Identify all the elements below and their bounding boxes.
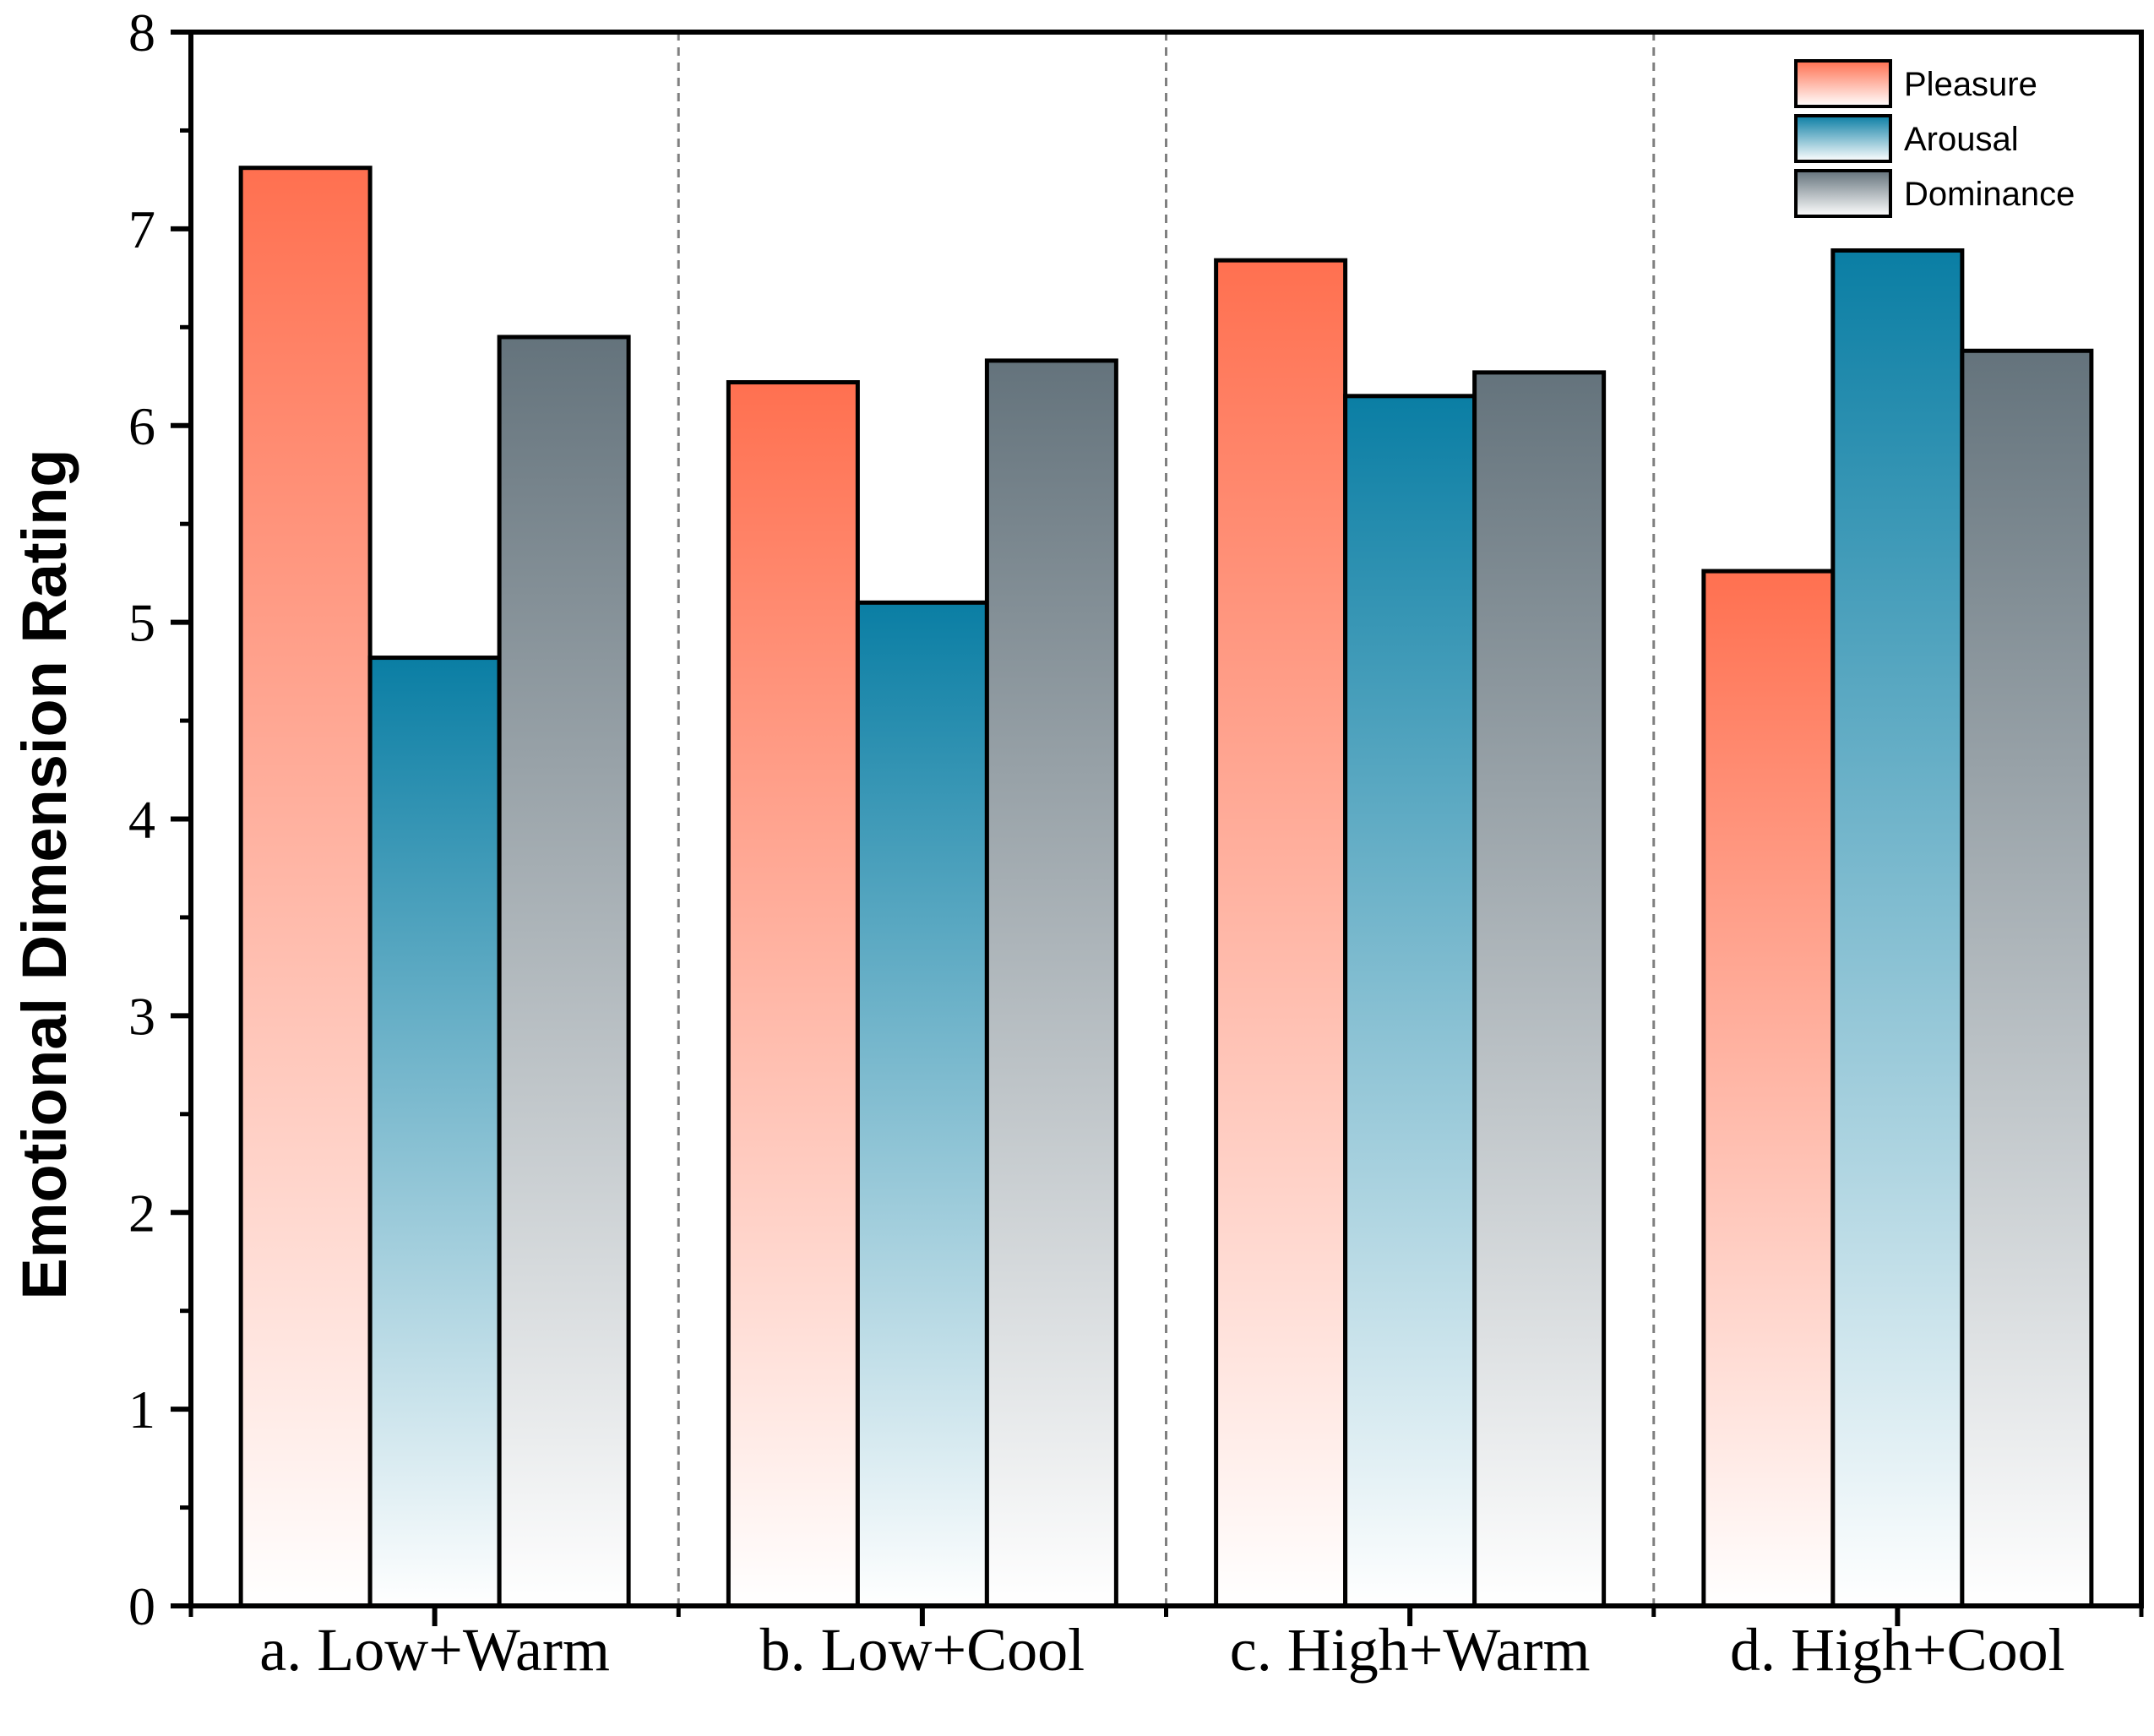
legend-label-pleasure: Pleasure — [1904, 66, 2037, 103]
y-tick-label: 4 — [128, 790, 155, 850]
bar-pleasure-4 — [1701, 569, 1836, 1608]
group-separators — [677, 32, 1656, 1606]
bar-dominance-3 — [1472, 370, 1607, 1608]
legend-label-dominance: Dominance — [1904, 176, 2075, 213]
x-category-label: d. High+Cool — [1730, 1616, 2065, 1684]
x-category-label: a. Low+Warm — [259, 1616, 610, 1684]
bar-arousal-2 — [855, 600, 989, 1608]
bar-dominance-1 — [497, 335, 631, 1608]
bar-pleasure-2 — [726, 380, 860, 1608]
y-tick-label: 8 — [128, 3, 155, 63]
bar-pleasure-1 — [238, 166, 373, 1608]
x-category-label: c. High+Warm — [1230, 1616, 1591, 1684]
bars-layer — [238, 166, 2094, 1608]
legend-swatch-arousal — [1794, 114, 1892, 163]
y-tick-label: 7 — [128, 199, 155, 259]
y-tick-label: 1 — [128, 1380, 155, 1439]
y-axis-title: Emotional Dimension Rating — [9, 449, 79, 1299]
legend-swatch-dominance — [1794, 169, 1892, 218]
bar-pleasure-3 — [1214, 258, 1348, 1608]
y-tick-label: 2 — [128, 1183, 155, 1243]
x-ticks: a. Low+Warm b. Low+Cool c. High+Warm d. Hig… — [188, 1606, 2144, 1684]
legend: Pleasure Arousal Dominance — [1794, 59, 2075, 218]
bar-arousal-1 — [367, 656, 502, 1608]
bar-arousal-3 — [1343, 394, 1477, 1608]
y-tick-label: 3 — [128, 986, 155, 1046]
legend-label-arousal: Arousal — [1904, 121, 2019, 158]
y-tick-label: 5 — [128, 593, 155, 653]
bar-arousal-4 — [1830, 248, 1965, 1608]
bar-dominance-4 — [1960, 348, 2094, 1608]
x-category-label: b. Low+Cool — [760, 1616, 1085, 1684]
y-ticks: 0 1 2 3 4 5 6 7 8 — [128, 3, 191, 1636]
y-tick-label: 6 — [128, 396, 155, 456]
y-tick-label: 0 — [128, 1576, 155, 1636]
legend-swatch-pleasure — [1794, 59, 1892, 108]
bar-dominance-2 — [984, 358, 1118, 1608]
